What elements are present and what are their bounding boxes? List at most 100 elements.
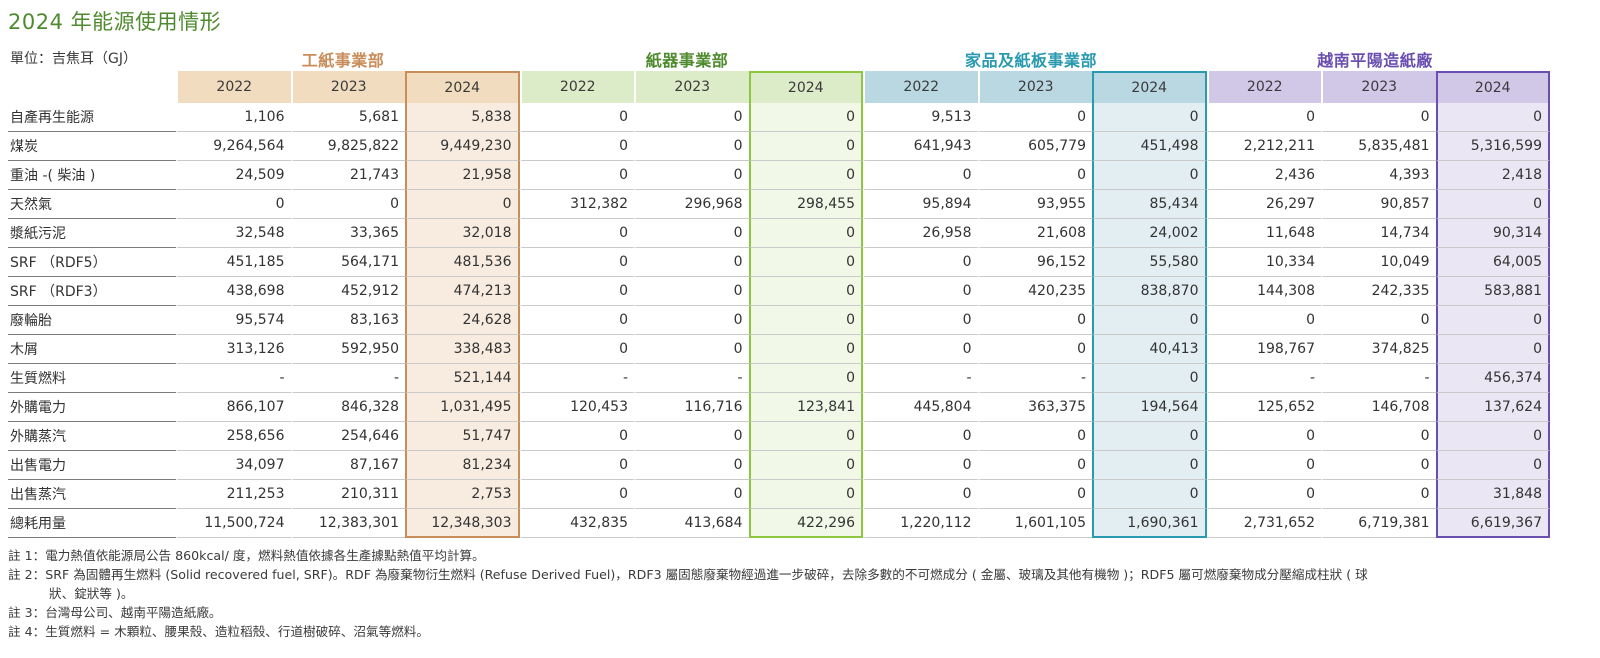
table-cell: 24,628 <box>405 306 520 335</box>
table-cell: 0 <box>634 451 749 480</box>
table-cell: 0 <box>863 480 978 509</box>
table-cell: 0 <box>519 161 634 190</box>
table-cell: 5,316,599 <box>1435 132 1550 161</box>
table-cell: - <box>977 364 1092 393</box>
table-cell: 0 <box>1092 364 1207 393</box>
table-cell: 0 <box>748 480 863 509</box>
table-cell: 137,624 <box>1435 393 1550 422</box>
table-row: 天然氣 0 0 0 312,382 296,968 298,455 95,894 93,955 8… <box>8 190 1550 219</box>
table-cell: 90,857 <box>1321 190 1436 219</box>
table-cell: 521,144 <box>405 364 520 393</box>
table-cell: 0 <box>863 335 978 364</box>
table-cell: 0 <box>748 132 863 161</box>
table-cell: 125,652 <box>1206 393 1321 422</box>
table-cell: 0 <box>748 219 863 248</box>
table-cell: 0 <box>519 277 634 306</box>
table-cell: - <box>634 364 749 393</box>
table-cell: 21,743 <box>290 161 405 190</box>
table-cell: 0 <box>748 277 863 306</box>
table-cell: 313,126 <box>176 335 291 364</box>
table-cell: 11,500,724 <box>176 509 291 538</box>
table-cell: 21,958 <box>405 161 520 190</box>
year-header-1-0: 2022 <box>519 71 634 103</box>
table-cell: 26,958 <box>863 219 978 248</box>
table-cell: 10,334 <box>1206 248 1321 277</box>
table-cell: 0 <box>634 277 749 306</box>
year-header-row: 2022 2023 2024 2022 2023 2024 2022 2023 2024 2022… <box>8 71 1550 103</box>
table-cell: 9,825,822 <box>290 132 405 161</box>
page-title: 2024 年能源使用情形 <box>8 10 222 34</box>
table-cell: - <box>863 364 978 393</box>
table-cell: 0 <box>176 190 291 219</box>
table-cell: 14,734 <box>1321 219 1436 248</box>
year-header-3-1: 2023 <box>1321 71 1436 103</box>
table-cell: 116,716 <box>634 393 749 422</box>
table-cell: 641,943 <box>863 132 978 161</box>
table-cell: - <box>1206 364 1321 393</box>
footnote-3: 註 3：台灣母公司、越南平陽造紙廠。 <box>8 605 222 620</box>
table-cell: 0 <box>1092 103 1207 132</box>
table-cell: 0 <box>519 451 634 480</box>
table-cell: 374,825 <box>1321 335 1436 364</box>
table-row: 木屑 313,126 592,950 338,483 0 0 0 0 0 40,413 198,76… <box>8 335 1550 364</box>
table-cell: 474,213 <box>405 277 520 306</box>
unit-label: 單位：吉焦耳（GJ） <box>10 51 137 67</box>
table-cell: 0 <box>977 480 1092 509</box>
table-cell: 452,912 <box>290 277 405 306</box>
table-row: SRF （RDF3） 438,698 452,912 474,213 0 0 0 0 420,2… <box>8 277 1550 306</box>
table-cell: 0 <box>634 132 749 161</box>
year-header-1-1: 2023 <box>634 71 749 103</box>
row-label: 自產再生能源 <box>8 103 176 132</box>
table-cell: 0 <box>863 306 978 335</box>
table-cell: 2,418 <box>1435 161 1550 190</box>
table-cell: 2,753 <box>405 480 520 509</box>
table-cell: 0 <box>1435 335 1550 364</box>
table-cell: 258,656 <box>176 422 291 451</box>
table-cell: 298,455 <box>748 190 863 219</box>
table-cell: 85,434 <box>1092 190 1207 219</box>
year-header-3-0: 2022 <box>1206 71 1321 103</box>
table-row: 外購蒸汽 258,656 254,646 51,747 0 0 0 0 0 0 0 0 0 <box>8 422 1550 451</box>
table-cell: 0 <box>634 219 749 248</box>
row-label: 重油 -( 柴油 ) <box>8 161 176 190</box>
table-row: 外購電力 866,107 846,328 1,031,495 120,453 116,71… <box>8 393 1550 422</box>
table-cell: 32,018 <box>405 219 520 248</box>
table-cell: 6,619,367 <box>1435 509 1550 538</box>
table-cell: 0 <box>519 219 634 248</box>
table-cell: 10,049 <box>1321 248 1436 277</box>
footnote-4: 註 4：生質燃料 = 木顆粒、腰果殼、造粒稻殼、行道樹破碎、沼氣等燃料。 <box>8 624 429 639</box>
table-cell: 210,311 <box>290 480 405 509</box>
table-cell: 0 <box>519 248 634 277</box>
table-cell: 0 <box>977 306 1092 335</box>
header-spacer <box>8 71 176 103</box>
footnote-2: 註 2：SRF 為固體再生燃料 (Solid recovered fuel, S… <box>8 567 1368 582</box>
row-label: 出售蒸汽 <box>8 480 176 509</box>
table-cell: 0 <box>634 480 749 509</box>
table-cell: 242,335 <box>1321 277 1436 306</box>
table-cell: 9,513 <box>863 103 978 132</box>
table-cell: 144,308 <box>1206 277 1321 306</box>
table-cell: 413,684 <box>634 509 749 538</box>
year-header-0-0: 2022 <box>176 71 291 103</box>
table-cell: 0 <box>1206 480 1321 509</box>
table-cell: 0 <box>290 190 405 219</box>
table-cell: 5,835,481 <box>1321 132 1436 161</box>
table-cell: 0 <box>1321 103 1436 132</box>
table-cell: 254,646 <box>290 422 405 451</box>
table-cell: 438,698 <box>176 277 291 306</box>
table-cell: 0 <box>748 103 863 132</box>
table-cell: 846,328 <box>290 393 405 422</box>
table-row: 自產再生能源 1,106 5,681 5,838 0 0 0 9,513 0 0 0 0 0 <box>8 103 1550 132</box>
table-cell: 0 <box>977 451 1092 480</box>
table-cell: 0 <box>748 364 863 393</box>
table-cell: 0 <box>1435 103 1550 132</box>
table-cell: 32,548 <box>176 219 291 248</box>
table-cell: 422,296 <box>748 509 863 538</box>
table-cell: 24,002 <box>1092 219 1207 248</box>
table-cell: 0 <box>748 306 863 335</box>
table-cell: 64,005 <box>1435 248 1550 277</box>
table-cell: 211,253 <box>176 480 291 509</box>
table-row: 廢輪胎 95,574 83,163 24,628 0 0 0 0 0 0 0 0 0 <box>8 306 1550 335</box>
table-row: 漿紙污泥 32,548 33,365 32,018 0 0 0 26,958 21,608 24,… <box>8 219 1550 248</box>
table-cell: - <box>1321 364 1436 393</box>
